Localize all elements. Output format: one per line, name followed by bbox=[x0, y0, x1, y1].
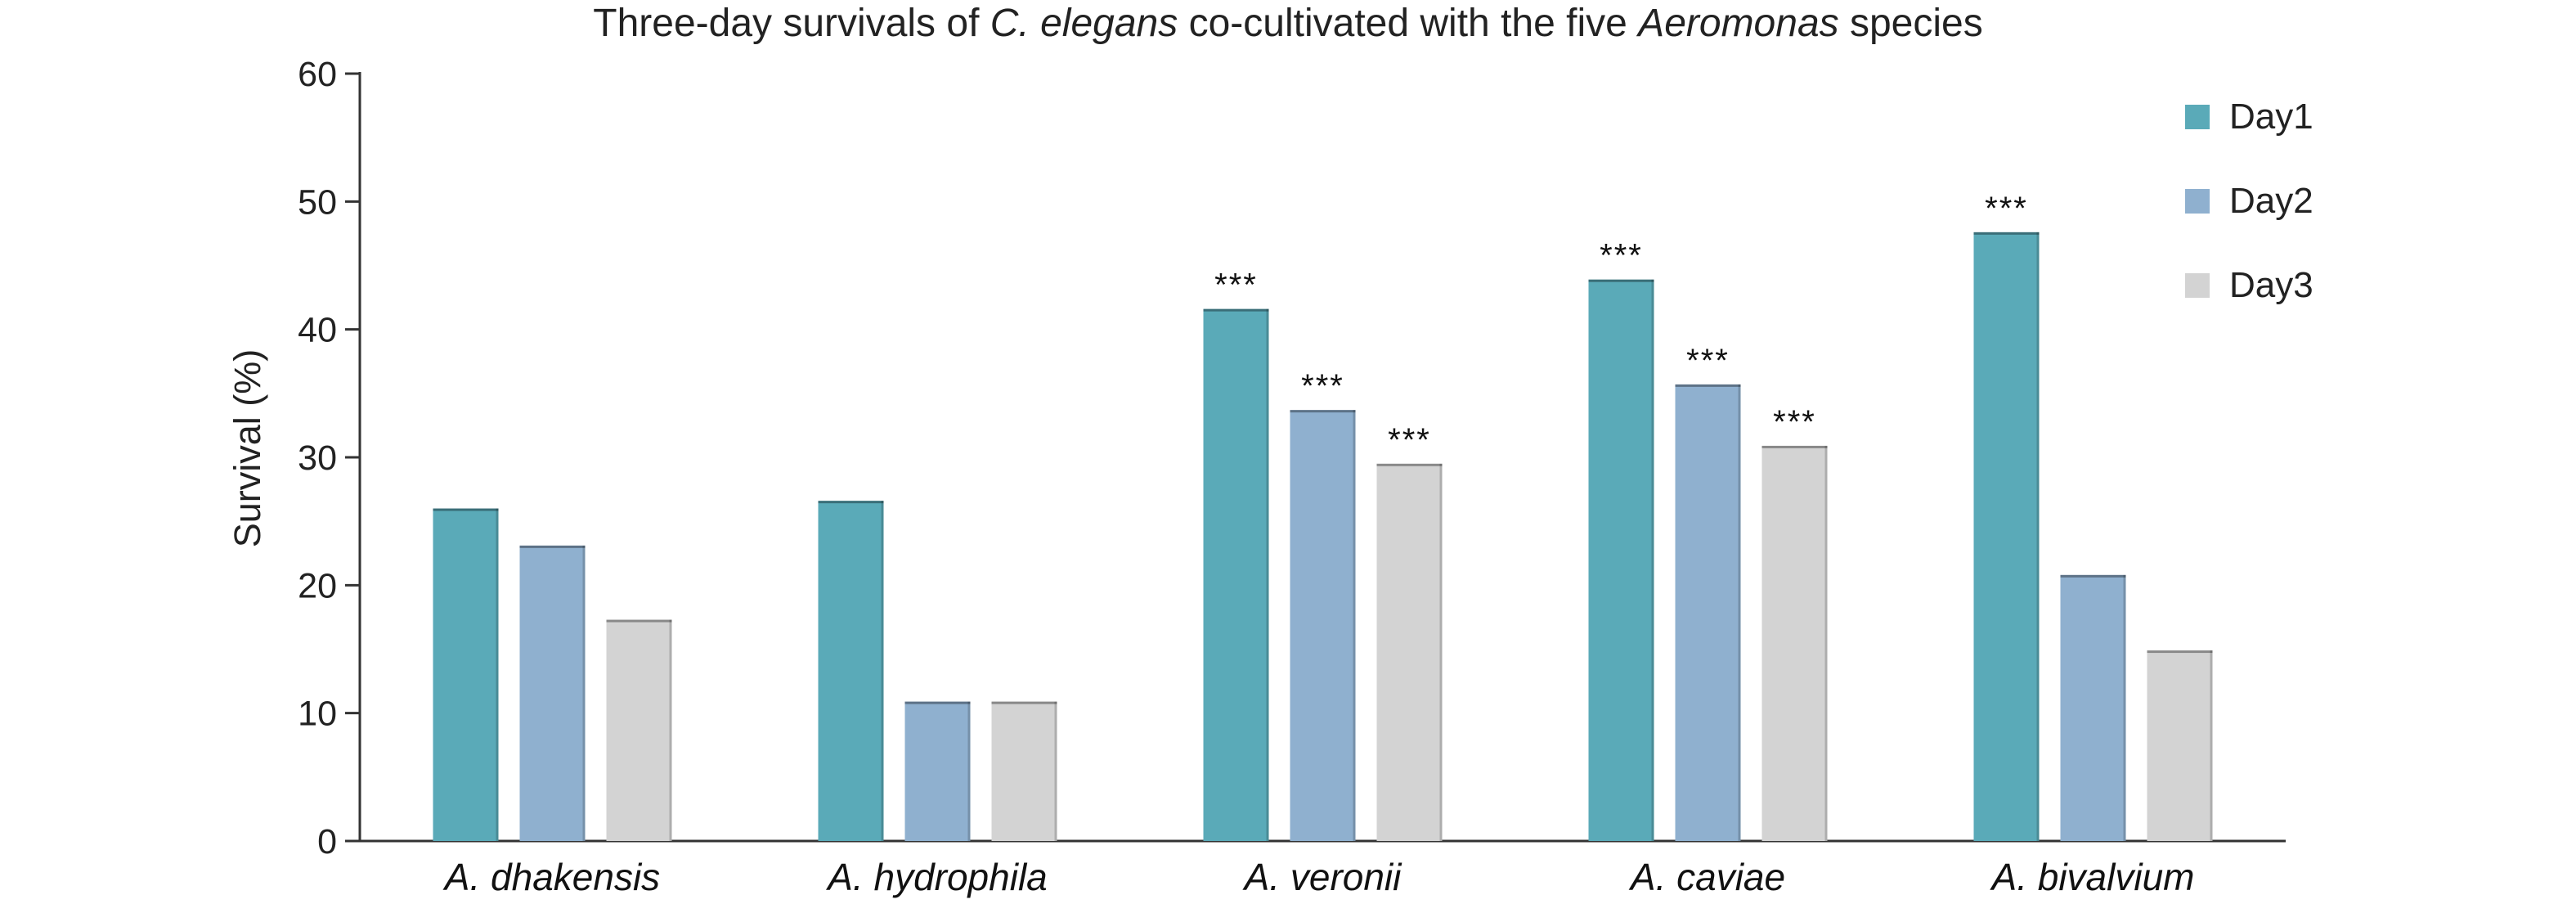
bar-edge-shadow bbox=[582, 545, 586, 841]
bar-edge-shadow bbox=[2036, 232, 2040, 841]
bar-day1 bbox=[1973, 232, 2040, 841]
legend-label: Day3 bbox=[2229, 265, 2313, 305]
axes: 0 10 20 30 40 50 60 bbox=[298, 55, 2286, 861]
legend-swatch-day2 bbox=[2185, 189, 2210, 214]
bar-day3 bbox=[991, 701, 1057, 841]
bar-edge-shadow bbox=[669, 619, 672, 841]
y-tick-label: 20 bbox=[298, 566, 337, 605]
significance-label: *** bbox=[1388, 422, 1431, 458]
bar-top-edge bbox=[1761, 445, 1828, 448]
bar-edge-shadow bbox=[2210, 650, 2213, 841]
bar-edge-shadow bbox=[1353, 410, 1356, 841]
bar-top-edge bbox=[1376, 463, 1443, 466]
bar-top-edge bbox=[2060, 574, 2126, 578]
significance-label: *** bbox=[1985, 191, 2028, 227]
bar-top-edge bbox=[1588, 279, 1654, 282]
y-tick-label: 0 bbox=[317, 822, 337, 861]
bar-edge-shadow bbox=[2123, 574, 2126, 841]
bar-top-edge bbox=[818, 501, 884, 504]
y-tick-label: 60 bbox=[298, 55, 337, 94]
bar-top-edge bbox=[519, 545, 586, 548]
bar-day3 bbox=[606, 619, 672, 841]
bar-edge-shadow bbox=[1266, 308, 1269, 841]
legend-swatch-day3 bbox=[2185, 273, 2210, 298]
bar-top-edge bbox=[904, 701, 971, 704]
x-tick-label: A. caviae bbox=[1628, 856, 1785, 898]
legend: Day1 Day2 Day3 bbox=[2185, 97, 2313, 305]
significance-label: *** bbox=[1600, 238, 1643, 274]
bar-top-edge bbox=[1203, 308, 1269, 312]
bar-day1 bbox=[818, 501, 884, 841]
bar-day2 bbox=[904, 701, 971, 841]
chart-title-part: co-cultivated with the five bbox=[1178, 2, 1638, 45]
bar-top-edge bbox=[991, 701, 1057, 704]
legend-swatch-day1 bbox=[2185, 105, 2210, 129]
y-tick-label: 30 bbox=[298, 439, 337, 478]
bar-day3 bbox=[1761, 445, 1828, 841]
legend-label: Day1 bbox=[2229, 97, 2313, 137]
y-tick-label: 40 bbox=[298, 311, 337, 350]
bar-edge-shadow bbox=[967, 701, 971, 841]
bar-day3 bbox=[1376, 463, 1443, 841]
bar-edge-shadow bbox=[1439, 463, 1443, 841]
y-tick-label: 50 bbox=[298, 182, 337, 222]
bar-day2 bbox=[2060, 574, 2126, 841]
bar-day3 bbox=[2147, 650, 2213, 841]
chart-title: Three-day survivals of C. elegans co-cul… bbox=[593, 2, 1982, 45]
x-tick-label: A. dhakensis bbox=[442, 856, 660, 898]
bars: A. dhakensis A. hydrophila *** *** *** A. ver… bbox=[433, 191, 2213, 898]
bar-day1 bbox=[1203, 308, 1269, 841]
chart-title-part: C. elegans bbox=[990, 2, 1178, 45]
x-tick-label: A. hydrophila bbox=[825, 856, 1048, 898]
significance-label: *** bbox=[1301, 368, 1344, 404]
significance-label: *** bbox=[1773, 404, 1816, 440]
bar-edge-shadow bbox=[881, 501, 884, 841]
chart-title-part: species bbox=[1839, 2, 1983, 45]
bar-top-edge bbox=[606, 619, 672, 623]
significance-label: *** bbox=[1686, 343, 1730, 379]
bar-day2 bbox=[1290, 410, 1356, 841]
bar-top-edge bbox=[2147, 650, 2213, 654]
bar-edge-shadow bbox=[1738, 384, 1741, 841]
bar-edge-shadow bbox=[1054, 701, 1057, 841]
bar-day1 bbox=[1588, 279, 1654, 841]
bar-edge-shadow bbox=[496, 508, 499, 841]
bar-day2 bbox=[519, 545, 586, 841]
bar-top-edge bbox=[1290, 410, 1356, 413]
x-tick-label: A. bivalvium bbox=[1990, 856, 2195, 898]
bar-top-edge bbox=[1675, 384, 1741, 387]
bar-top-edge bbox=[433, 508, 499, 511]
bar-edge-shadow bbox=[1824, 445, 1828, 841]
chart-title-part: Aeromonas bbox=[1636, 2, 1838, 45]
bar-day1 bbox=[433, 508, 499, 841]
bar-day2 bbox=[1675, 384, 1741, 841]
significance-label: *** bbox=[1214, 268, 1258, 304]
legend-label: Day2 bbox=[2229, 181, 2313, 221]
y-axis-title: Survival (%) bbox=[227, 349, 268, 548]
y-tick-label: 10 bbox=[298, 695, 337, 734]
chart-title-part: Three-day survivals of bbox=[593, 2, 990, 45]
x-tick-label: A. veronii bbox=[1242, 856, 1403, 898]
bar-top-edge bbox=[1973, 232, 2040, 235]
bar-edge-shadow bbox=[1651, 279, 1654, 841]
